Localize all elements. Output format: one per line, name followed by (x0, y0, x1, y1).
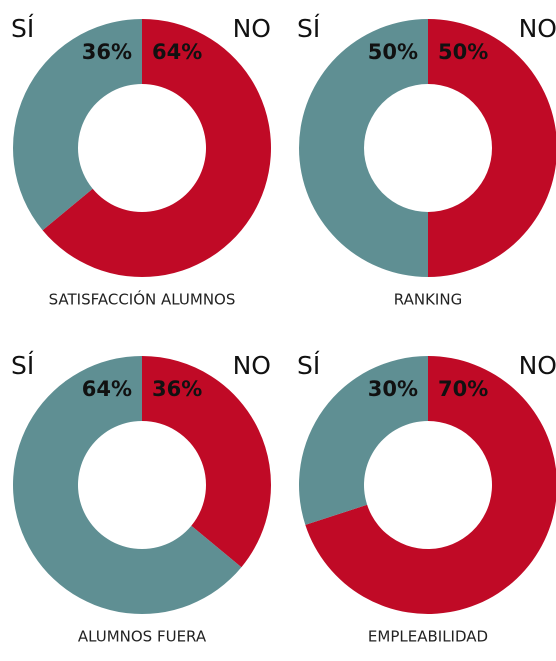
legend-label: NO (519, 351, 556, 380)
donut-segment (13, 356, 242, 614)
chart-title: ALUMNOS FUERA (78, 628, 207, 646)
data-label: 64% (152, 40, 202, 64)
chart-title: RANKING (394, 291, 462, 309)
legend-label: NO (519, 14, 556, 43)
legend-label: SÍ (11, 14, 34, 43)
donut-segment (428, 19, 556, 277)
donut-segment (42, 19, 272, 277)
legend-label: SÍ (11, 351, 34, 380)
legend-label: SÍ (297, 14, 320, 43)
donut-segment (142, 356, 272, 568)
donut-segment (299, 356, 428, 525)
data-label: 50% (368, 40, 418, 64)
donut-segment (299, 19, 428, 277)
chart-title: EMPLEABILIDAD (368, 628, 488, 646)
data-label: 36% (82, 40, 132, 64)
data-label: 50% (438, 40, 488, 64)
legend-label: NO (233, 14, 271, 43)
legend-label: NO (233, 351, 271, 380)
legend-label: SÍ (297, 351, 320, 380)
donut-segment (305, 356, 556, 614)
data-label: 36% (152, 377, 202, 401)
data-label: 30% (368, 377, 418, 401)
data-label: 64% (82, 377, 132, 401)
donut-segment (13, 19, 143, 231)
chart-title: SATISFACCIÓN ALUMNOS (49, 290, 236, 309)
data-label: 70% (438, 377, 488, 401)
